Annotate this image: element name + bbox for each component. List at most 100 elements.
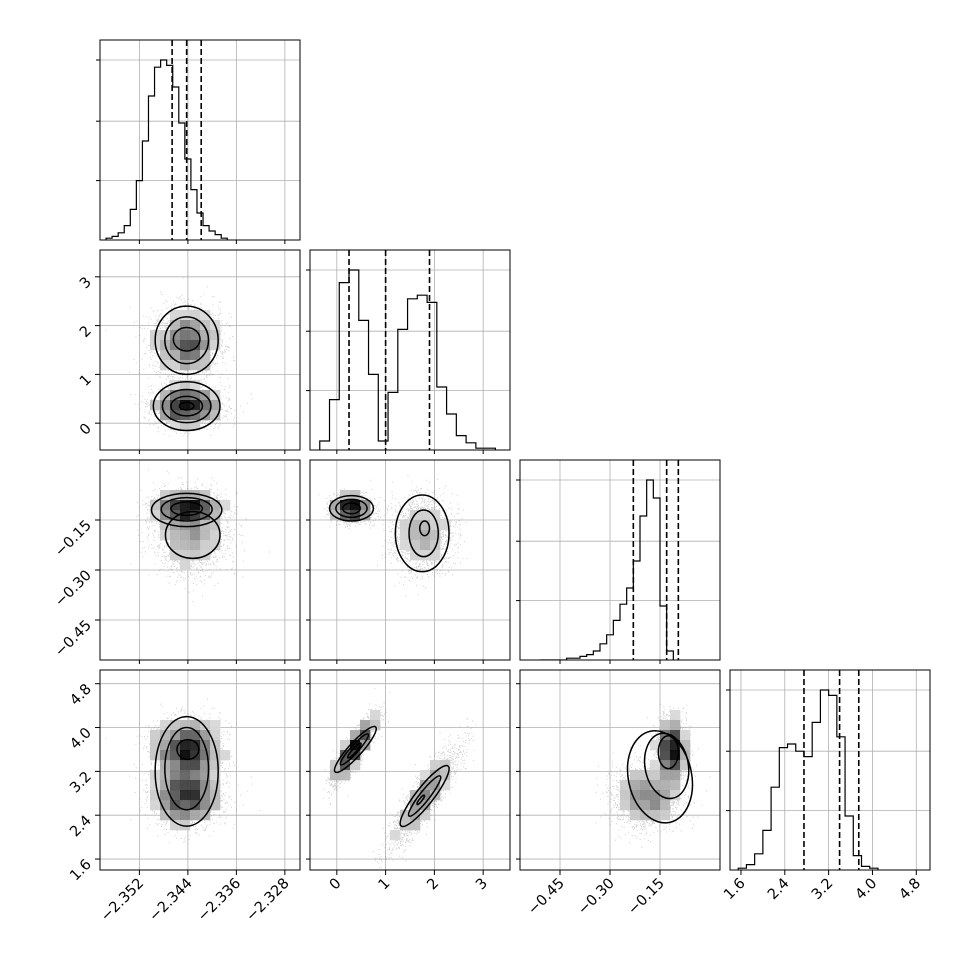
panel-frame: [99, 249, 301, 451]
density-cell: [150, 510, 161, 521]
density-cell: [190, 550, 201, 561]
density-cell: [330, 510, 341, 521]
density-cell: [160, 780, 171, 791]
panel-frame: [519, 669, 721, 871]
density-cell: [430, 780, 441, 791]
density-cell: [170, 540, 181, 551]
density-cell: [350, 740, 361, 751]
density-cell: [200, 520, 211, 531]
density-cell: [630, 780, 641, 791]
density-cell: [430, 550, 441, 561]
density-cell: [170, 740, 181, 751]
density-cell: [660, 770, 671, 781]
samples: [130, 469, 270, 602]
density-cell: [410, 530, 421, 541]
density-cell: [440, 520, 451, 531]
density-cell: [160, 400, 171, 411]
x-tick-label-p1: 3: [473, 876, 491, 894]
contour-level: [333, 725, 377, 774]
density-cell: [210, 390, 221, 401]
density-cell: [430, 790, 441, 801]
density-cell: [180, 760, 191, 771]
density-cell: [340, 490, 351, 501]
density-cell: [680, 730, 691, 741]
x-tick-label-p3: 4.0: [853, 876, 881, 904]
contour-level: [335, 498, 368, 519]
y-tick-label-p3: 4.8: [67, 681, 95, 709]
density-cell: [170, 750, 181, 761]
samples: [595, 703, 711, 848]
density-cell: [200, 500, 211, 511]
density-cell: [640, 790, 651, 801]
histogram-p2: [516, 459, 721, 661]
density-cell: [630, 790, 641, 801]
x-tick-label-p0: −2.352: [98, 876, 147, 925]
density-cell: [200, 720, 211, 731]
density-cell: [190, 340, 201, 351]
grid: [310, 250, 510, 450]
y-tick-label-p3: 4.0: [67, 725, 95, 753]
grid: [520, 670, 720, 870]
density-cell: [660, 760, 671, 771]
density-cell: [160, 810, 171, 821]
density-cell: [170, 790, 181, 801]
density-cell: [630, 770, 641, 781]
density-cell: [200, 760, 211, 771]
x-tick-label-p3: 3.2: [809, 876, 837, 904]
x-tick-label-p3: 4.8: [897, 876, 925, 904]
density-cell: [200, 410, 211, 421]
density-cell: [170, 380, 181, 391]
density-cell: [360, 740, 371, 751]
density-cell: [190, 380, 201, 391]
density-cell: [180, 390, 191, 401]
density-cell: [650, 800, 661, 811]
density-cell: [180, 540, 191, 551]
density-cell: [160, 790, 171, 801]
density-cell: [650, 770, 661, 781]
panel-p0-vs-p3: [99, 669, 301, 871]
density-cell: [160, 730, 171, 741]
density-cell: [150, 790, 161, 801]
density-cell: [670, 720, 681, 731]
density-cell: [220, 500, 231, 511]
density-cell: [180, 800, 191, 811]
density-cell: [160, 720, 171, 731]
density-cell: [190, 540, 201, 551]
x-tick-label-p2: −0.45: [525, 876, 568, 919]
density-cell: [620, 800, 631, 811]
x-tick-label-p2: −0.30: [575, 876, 618, 919]
density-cell: [670, 750, 681, 761]
y-tick-label-p3: 2.4: [67, 813, 95, 841]
density-cell: [150, 780, 161, 791]
contour-level: [399, 764, 450, 828]
density-cell: [190, 520, 201, 531]
y-tick-label-p1: 2: [77, 323, 95, 341]
density-cell: [400, 530, 411, 541]
density-cell: [170, 730, 181, 741]
density-cell: [180, 740, 191, 751]
density-cell: [170, 800, 181, 811]
density-cell: [190, 420, 201, 431]
density-cell: [410, 540, 421, 551]
density-cell: [170, 350, 181, 361]
x-tick-label-p0: −2.328: [243, 876, 292, 925]
density-cell: [180, 720, 191, 731]
panel-frame: [99, 459, 301, 661]
density-cell: [210, 340, 221, 351]
density-cell: [650, 760, 661, 771]
density-cell: [200, 510, 211, 521]
density-cell: [210, 750, 221, 761]
density-cell: [440, 780, 451, 791]
panel-p1-vs-p3: [309, 669, 511, 871]
density-cell: [190, 360, 201, 371]
density-cell: [190, 310, 201, 321]
density-cell: [170, 780, 181, 791]
density-cell: [160, 740, 171, 751]
density-cell: [210, 730, 221, 741]
y-tick-label-p1: 0: [77, 421, 95, 439]
y-tick-label-p1: 1: [77, 372, 95, 390]
density-cell: [660, 740, 671, 751]
density-cell: [180, 530, 191, 541]
density-cell: [170, 720, 181, 731]
